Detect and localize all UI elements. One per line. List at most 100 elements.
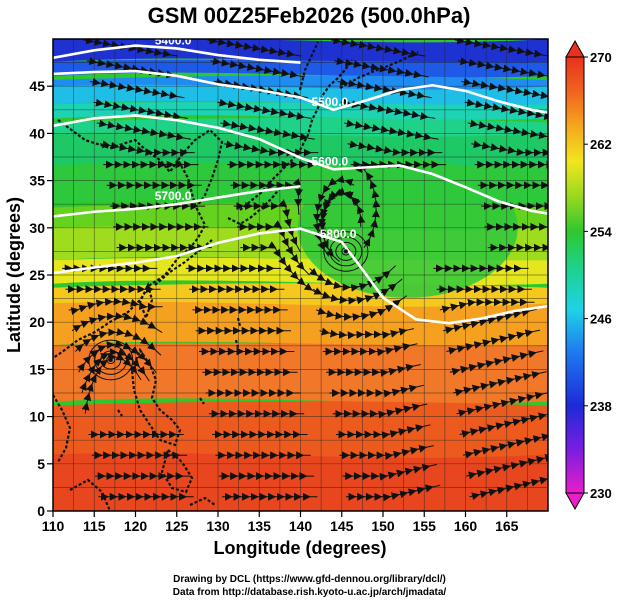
x-axis: 110 115 120 125 130 135 140 145 150 155 160 165 <box>42 511 519 534</box>
anticyclone-ring <box>100 350 122 370</box>
streamline <box>336 424 431 440</box>
anticyclone-ring <box>94 345 128 375</box>
contour-line <box>53 44 301 64</box>
streamline <box>322 343 418 357</box>
y-tick-label: 40 <box>29 125 45 141</box>
colorbar-min-arrow <box>565 492 585 511</box>
streamline <box>309 265 396 292</box>
x-tick-label: 115 <box>83 518 106 534</box>
streamline <box>329 384 425 398</box>
y-tick-label: 35 <box>29 173 45 189</box>
colorbar: 230 238 246 254 262 270 <box>565 39 612 511</box>
height-contours: 5400.0 5500.0 5600.0 5700.0 5800.0 <box>53 33 548 325</box>
x-tick-label: 125 <box>165 518 189 534</box>
vortex-center <box>108 357 113 362</box>
colorbar-ticks: 230 238 246 254 262 270 <box>584 50 612 501</box>
contour-label: 5800.0 <box>320 227 357 241</box>
cyclone-ring <box>329 236 363 267</box>
x-axis-label: Longitude (degrees) <box>213 538 386 558</box>
streamline <box>90 78 185 100</box>
contour-label: 5700.0 <box>155 189 192 203</box>
contour-line <box>53 69 548 114</box>
streamline <box>210 57 305 79</box>
coastline-borneo <box>69 478 112 511</box>
coastline-vietnam <box>53 394 72 463</box>
x-tick-label: 120 <box>124 518 148 534</box>
streamline <box>337 78 432 100</box>
y-tick-label: 5 <box>37 456 45 472</box>
anticyclone-ring <box>106 355 116 365</box>
contour-label: 5400.0 <box>155 33 192 47</box>
streamline <box>454 39 548 58</box>
contour-line <box>53 114 548 215</box>
x-tick-label: 165 <box>495 518 519 534</box>
y-axis: 0 5 10 15 20 25 30 35 40 45 <box>29 78 53 519</box>
streamline <box>83 39 178 58</box>
streamline <box>342 463 438 481</box>
y-tick-label: 25 <box>29 267 45 283</box>
streamline <box>217 98 312 120</box>
colorbar-tick-label: 230 <box>590 486 612 501</box>
x-tick-label: 110 <box>42 518 65 534</box>
streamline <box>312 175 355 257</box>
chart-title: GSM 00Z25Feb2026 (500.0hPa) <box>148 3 471 28</box>
streamline <box>326 363 421 377</box>
x-tick-label: 130 <box>206 518 230 534</box>
streamline <box>207 39 302 58</box>
contour-line <box>53 227 548 325</box>
y-tick-label: 10 <box>29 409 45 425</box>
colorbar-tick-label: 246 <box>590 312 612 327</box>
streamline <box>344 119 439 141</box>
y-tick-label: 30 <box>29 220 45 236</box>
coastline-mindanao <box>160 448 194 494</box>
vortex-center <box>343 249 348 254</box>
cyclone-ring <box>335 241 357 261</box>
coastline-korea-peninsula <box>177 128 224 206</box>
contour-label: 5600.0 <box>312 154 349 168</box>
y-axis-label: Latitude (degrees) <box>4 197 24 353</box>
colorbar-tick-label: 270 <box>590 50 612 65</box>
streamline <box>330 39 426 58</box>
y-tick-label: 0 <box>37 503 45 519</box>
streamline <box>74 328 162 356</box>
streamline <box>340 98 436 120</box>
cyclone-ring <box>323 231 369 272</box>
x-tick-label: 150 <box>371 518 395 534</box>
streamline <box>96 119 192 141</box>
streamline <box>461 78 548 100</box>
streamline <box>439 298 535 314</box>
colorbar-max-arrow <box>565 39 585 58</box>
streamline <box>230 178 303 215</box>
colorbar-tick-label: 262 <box>590 137 612 152</box>
streamline <box>458 57 548 79</box>
streamline <box>99 140 195 157</box>
x-tick-label: 140 <box>289 518 313 534</box>
vortex-markers <box>108 249 348 362</box>
streamline <box>71 312 163 334</box>
streamline <box>332 403 428 419</box>
colorbar-tick-label: 238 <box>590 399 612 414</box>
plot-area: 5400.0 5500.0 5600.0 5700.0 5800.0 <box>52 33 549 512</box>
streamline <box>93 98 188 120</box>
colorbar-tick-label: 254 <box>590 224 612 239</box>
streamline <box>347 140 443 157</box>
streamline <box>223 140 319 157</box>
streamline <box>471 140 548 157</box>
x-tick-label: 155 <box>413 518 437 534</box>
streamline <box>467 119 548 141</box>
streamline <box>334 57 429 79</box>
x-tick-label: 145 <box>330 518 354 534</box>
streamline <box>220 119 315 141</box>
streamline <box>345 484 441 502</box>
y-tick-label: 15 <box>29 361 45 377</box>
credit-data: Data from http://database.rish.kyoto-u.a… <box>172 587 447 598</box>
streamline <box>339 444 434 460</box>
streamline <box>464 98 548 120</box>
y-tick-label: 20 <box>29 314 45 330</box>
x-tick-label: 135 <box>248 518 272 534</box>
contour-label: 5500.0 <box>312 95 349 109</box>
contour-line <box>53 184 301 218</box>
credit-drawing: Drawing by DCL (https://www.gfd-dennou.o… <box>173 574 446 585</box>
coastline-new-guinea <box>189 496 216 506</box>
